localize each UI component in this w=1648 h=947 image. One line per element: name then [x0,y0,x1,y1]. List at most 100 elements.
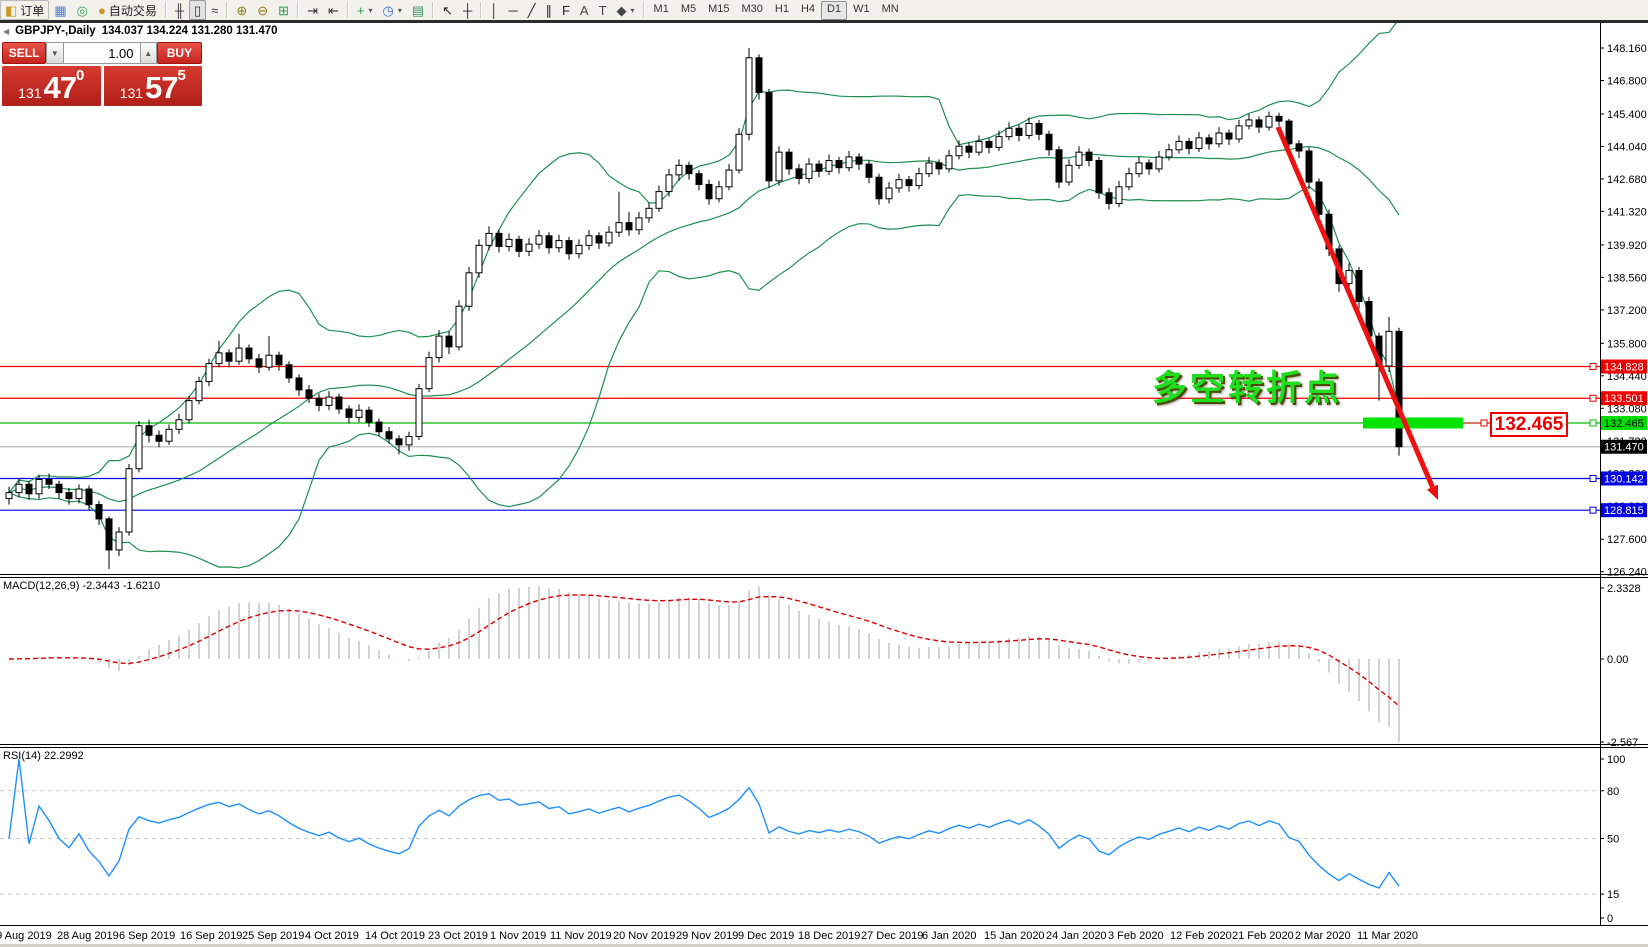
sell-price-display[interactable]: 131 47 0 [2,66,101,106]
resistance-line-1-handle[interactable] [1589,363,1597,371]
cursor-icon: ↖ [442,2,454,18]
tile-windows-icon[interactable]: ⊞ [273,0,294,20]
bar-chart-icon[interactable]: ╫ [170,0,189,20]
macd-axis-label: -2.567 [1607,737,1638,749]
date-axis-label[interactable]: 1 Nov 2019 [490,930,546,942]
equidistant-channel-icon[interactable]: ∥ [540,0,557,20]
zoom-in-icon[interactable]: ⊕ [231,0,252,20]
support-line-2-handle[interactable] [1589,506,1597,514]
trend-arrow-line[interactable] [1275,126,1435,489]
axis-tick-label: 127.600 [1607,534,1647,546]
date-axis-label[interactable]: 6 Sep 2019 [119,930,175,942]
timeframe-m30[interactable]: M30 [741,2,763,15]
date-axis-label[interactable]: 24 Jan 2020 [1046,930,1107,942]
expert-advisor-icon[interactable]: ◎ [72,0,93,20]
macd-axis-label: 2.3328 [1607,583,1641,595]
buy-button[interactable]: BUY [156,42,203,64]
timeframe-m1[interactable]: M1 [653,2,669,15]
axis-tick-label: 146.800 [1607,75,1647,87]
new-order-button-label: 订单 [20,3,45,18]
line-chart-icon: ≈ [211,2,219,18]
symbol-period-label: GBPJPY-,Daily [15,25,96,37]
date-axis-label[interactable]: 4 Oct 2019 [305,930,359,942]
auto-scroll-icon[interactable]: ⇥ [302,0,323,20]
trend-arrow-head[interactable] [1426,484,1438,500]
support-line-1-handle[interactable] [1589,474,1597,482]
timeframe-h4[interactable]: H4 [800,2,816,15]
axis-tick-label: 126.240 [1607,567,1647,579]
periods-button[interactable]: ◷ ▾ [377,0,406,20]
support-line-2-price-badge [1601,503,1647,518]
rsi-axis-label: 0 [1607,913,1613,925]
collapse-triangle-icon[interactable]: ◀ [3,26,10,36]
timeframe-mn[interactable]: MN [881,2,899,15]
price-callout-box[interactable]: 132.465 [1490,412,1568,437]
date-axis-label[interactable]: 20 Nov 2019 [613,930,675,942]
buy-price-display[interactable]: 131 57 5 [103,66,202,106]
text-label-icon: T [598,2,607,18]
add-indicator-button[interactable]: + ▾ [352,0,378,20]
crosshair-icon[interactable]: ┼ [458,0,477,20]
timeframe-w1[interactable]: W1 [853,2,870,15]
date-axis-label[interactable]: 19 Aug 2019 [0,930,52,942]
sell-button[interactable]: SELL [2,42,47,64]
timeframe-d1[interactable]: D1 [821,0,848,20]
timeframe-h1[interactable]: H1 [774,2,789,15]
callout-handle[interactable] [1480,419,1488,427]
date-axis-label[interactable]: 27 Dec 2019 [861,930,923,942]
date-axis-label[interactable]: 14 Oct 2019 [365,930,425,942]
text-label-icon[interactable]: T [594,0,612,20]
zoom-out-icon[interactable]: ⊖ [252,0,273,20]
date-axis-label[interactable]: 11 Nov 2019 [550,930,612,942]
date-axis-label[interactable]: 3 Feb 2020 [1108,930,1164,942]
date-axis-label[interactable]: 12 Feb 2020 [1170,930,1232,942]
volume-decrease-button[interactable]: ▼ [46,42,64,64]
axis-tick-label: 133.080 [1607,403,1647,415]
volume-increase-button[interactable]: ▲ [139,42,157,64]
line-chart-icon[interactable]: ≈ [206,0,223,20]
timeframe-m15[interactable]: M15 [708,2,730,15]
date-axis-label[interactable]: 2 Mar 2020 [1295,930,1351,942]
one-click-trade-panel: SELL ▼ ▲ BUY 131 47 0 131 57 5 [2,42,203,106]
equidistant-channel-icon: ∥ [545,2,552,18]
pivot-zone-rectangle[interactable] [1363,417,1463,429]
resistance-line-1-price-badge [1601,359,1647,374]
pivot-annotation-text[interactable]: 多空转折点 [1152,369,1343,408]
new-order-button[interactable]: ◧ 订单 [0,0,50,20]
date-axis-label[interactable]: 28 Aug 2019 [57,930,119,942]
templates-button[interactable]: ▤ [407,0,429,20]
pivot-line-handle[interactable] [1589,419,1597,427]
cursor-icon[interactable]: ↖ [437,0,458,20]
chart-shift-icon[interactable]: ⇤ [323,0,344,20]
text-icon[interactable]: A [575,0,594,20]
date-axis-label[interactable]: 25 Sep 2019 [242,930,304,942]
date-axis-label[interactable]: 6 Jan 2020 [922,930,976,942]
timeframe-m5[interactable]: M5 [680,2,697,15]
volume-input[interactable] [63,42,140,64]
dropdown-caret-icon[interactable]: ▾ [630,5,635,15]
zoom-out-icon: ⊖ [257,2,269,18]
arrows-icon[interactable]: ◆ ▾ [612,0,640,20]
horizontal-line-icon[interactable]: ─ [503,0,522,20]
dropdown-caret-icon[interactable]: ▾ [397,5,402,15]
resistance-line-2-handle[interactable] [1589,394,1597,402]
date-axis-label[interactable]: 29 Nov 2019 [676,930,738,942]
date-axis-label[interactable]: 11 Mar 2020 [1357,930,1418,942]
resistance-line-2-price-label: 133.501 [1604,393,1644,405]
trendline-icon[interactable]: ╱ [523,0,541,20]
chart-window-icon[interactable]: ▦ [49,0,71,20]
date-axis-label[interactable]: 15 Jan 2020 [984,930,1045,942]
dropdown-caret-icon[interactable]: ▾ [368,5,373,15]
fibonacci-icon[interactable]: F [557,0,575,20]
date-axis-label[interactable]: 18 Dec 2019 [798,930,860,942]
date-axis-label[interactable]: 23 Oct 2019 [428,930,488,942]
candlestick-chart-icon: ▯ [194,2,202,18]
candlestick-chart-icon[interactable]: ▯ [189,0,207,20]
autotrading-button[interactable]: ● 自动交易 [93,0,162,20]
date-axis-label[interactable]: 21 Feb 2020 [1232,930,1294,942]
pivot-line-price-label: 132.465 [1604,418,1644,430]
date-axis-label[interactable]: 16 Sep 2019 [180,930,242,942]
vertical-line-icon[interactable]: │ [485,0,503,20]
date-axis-label[interactable]: 9 Dec 2019 [738,930,794,942]
